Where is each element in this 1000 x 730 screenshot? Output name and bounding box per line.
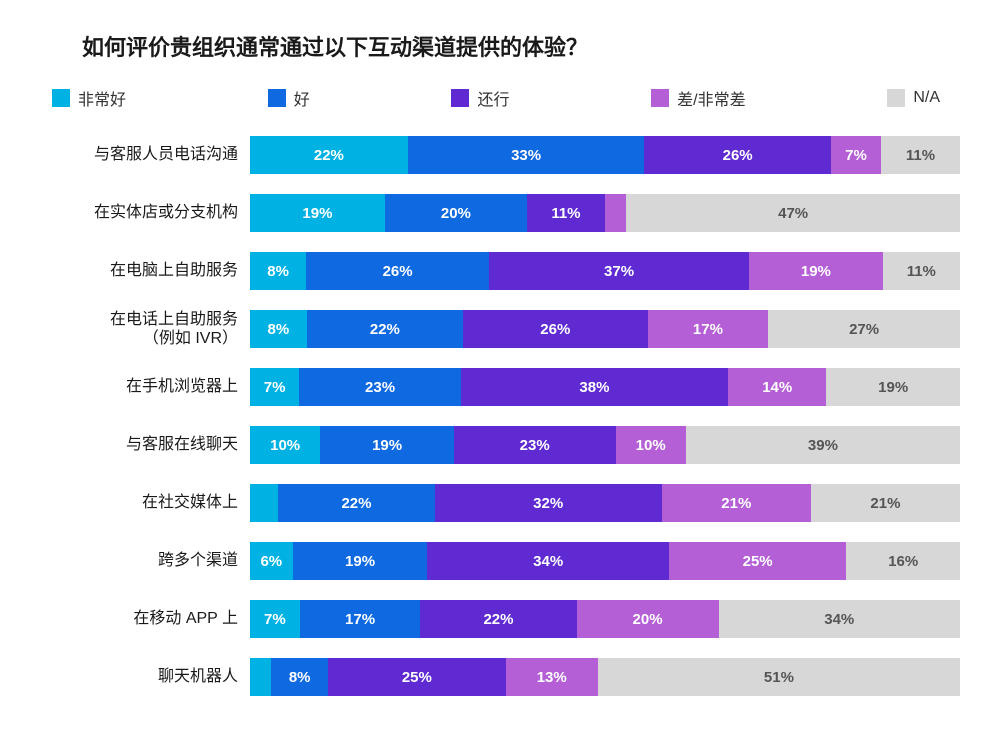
segment-ok: 34% bbox=[427, 542, 668, 580]
row-label: 跨多个渠道 bbox=[40, 551, 250, 570]
segment-na: 34% bbox=[719, 600, 960, 638]
segment-poor: 21% bbox=[662, 484, 811, 522]
bar-track: 7%17%22%20%34% bbox=[250, 600, 960, 638]
row-label: 与客服在线聊天 bbox=[40, 435, 250, 454]
segment-ok: 26% bbox=[463, 310, 648, 348]
segment-ok: 23% bbox=[454, 426, 616, 464]
chart-row: 与客服人员电话沟通22%33%26%7%11% bbox=[40, 128, 960, 182]
legend-label: 还行 bbox=[477, 86, 509, 110]
chart-row: 在移动 APP 上7%17%22%20%34% bbox=[40, 592, 960, 646]
bar-track: 19%20%11% 47% bbox=[250, 194, 960, 232]
segment-na: 51% bbox=[598, 658, 960, 696]
row-label: 聊天机器人 bbox=[40, 667, 250, 686]
segment-good: 19% bbox=[293, 542, 428, 580]
segment-poor: 20% bbox=[577, 600, 719, 638]
segment-ok: 22% bbox=[420, 600, 576, 638]
segment-poor: 10% bbox=[616, 426, 686, 464]
segment-excellent: 10% bbox=[250, 426, 320, 464]
segment-excellent: 8% bbox=[250, 252, 306, 290]
legend-item-excellent: 非常好 bbox=[52, 86, 126, 110]
legend-swatch bbox=[268, 89, 286, 107]
chart-title: 如何评价贵组织通常通过以下互动渠道提供的体验？ bbox=[82, 30, 960, 62]
legend-swatch bbox=[451, 89, 469, 107]
stacked-bar-chart: 与客服人员电话沟通22%33%26%7%11%在实体店或分支机构19%20%11… bbox=[40, 128, 960, 704]
segment-na: 27% bbox=[768, 310, 960, 348]
chart-row: 在电话上自助服务 （例如 IVR）8%22%26%17%27% bbox=[40, 302, 960, 356]
legend-item-na: N/A bbox=[887, 86, 940, 110]
chart-row: 在实体店或分支机构19%20%11% 47% bbox=[40, 186, 960, 240]
segment-na: 11% bbox=[883, 252, 960, 290]
segment-excellent: 6% bbox=[250, 542, 293, 580]
segment-good: 33% bbox=[408, 136, 645, 174]
segment-poor: 14% bbox=[728, 368, 826, 406]
segment-excellent: 8% bbox=[250, 310, 307, 348]
segment-good: 22% bbox=[307, 310, 463, 348]
bar-track: 22%33%26%7%11% bbox=[250, 136, 960, 174]
segment-ok: 26% bbox=[644, 136, 830, 174]
chart-row: 在手机浏览器上7%23%38%14%19% bbox=[40, 360, 960, 414]
segment-na: 16% bbox=[846, 542, 960, 580]
row-label: 在社交媒体上 bbox=[40, 493, 250, 512]
row-label: 在实体店或分支机构 bbox=[40, 203, 250, 222]
segment-excellent: 22% bbox=[250, 136, 408, 174]
segment-poor: 7% bbox=[831, 136, 881, 174]
segment-poor: 19% bbox=[749, 252, 883, 290]
bar-track: 8%25%13%51% bbox=[250, 658, 960, 696]
segment-ok: 11% bbox=[527, 194, 605, 232]
segment-poor: 25% bbox=[669, 542, 847, 580]
segment-good: 19% bbox=[320, 426, 454, 464]
segment-good: 20% bbox=[385, 194, 527, 232]
segment-excellent: 7% bbox=[250, 600, 300, 638]
segment-good: 22% bbox=[278, 484, 434, 522]
chart-row: 与客服在线聊天10%19%23%10%39% bbox=[40, 418, 960, 472]
segment-good: 17% bbox=[300, 600, 421, 638]
segment-ok: 25% bbox=[328, 658, 506, 696]
legend: 非常好 好 还行 差/非常差 N/A bbox=[40, 86, 960, 110]
segment-poor bbox=[605, 194, 626, 232]
segment-na: 11% bbox=[881, 136, 960, 174]
segment-excellent bbox=[250, 484, 278, 522]
segment-good: 26% bbox=[306, 252, 489, 290]
segment-ok: 32% bbox=[435, 484, 662, 522]
row-label: 在电话上自助服务 （例如 IVR） bbox=[40, 310, 250, 348]
segment-good: 23% bbox=[299, 368, 461, 406]
legend-swatch bbox=[887, 89, 905, 107]
legend-item-poor: 差/非常差 bbox=[651, 86, 745, 110]
chart-row: 跨多个渠道6%19%34%25%16% bbox=[40, 534, 960, 588]
bar-track: 6%19%34%25%16% bbox=[250, 542, 960, 580]
segment-poor: 13% bbox=[506, 658, 598, 696]
bar-track: 7%23%38%14%19% bbox=[250, 368, 960, 406]
segment-excellent bbox=[250, 658, 271, 696]
row-label: 与客服人员电话沟通 bbox=[40, 145, 250, 164]
legend-item-ok: 还行 bbox=[451, 86, 509, 110]
segment-poor: 17% bbox=[648, 310, 769, 348]
chart-row: 聊天机器人8%25%13%51% bbox=[40, 650, 960, 704]
legend-item-good: 好 bbox=[268, 86, 310, 110]
row-label: 在电脑上自助服务 bbox=[40, 261, 250, 280]
segment-excellent: 7% bbox=[250, 368, 299, 406]
legend-swatch bbox=[52, 89, 70, 107]
segment-na: 39% bbox=[686, 426, 960, 464]
segment-excellent: 19% bbox=[250, 194, 385, 232]
legend-label: 差/非常差 bbox=[677, 86, 745, 110]
bar-track: 8%22%26%17%27% bbox=[250, 310, 960, 348]
row-label: 在手机浏览器上 bbox=[40, 377, 250, 396]
legend-label: N/A bbox=[913, 89, 940, 107]
legend-label: 非常好 bbox=[78, 86, 126, 110]
segment-ok: 37% bbox=[489, 252, 749, 290]
row-label: 在移动 APP 上 bbox=[40, 609, 250, 628]
chart-row: 在社交媒体上22%32%21%21% bbox=[40, 476, 960, 530]
bar-track: 22%32%21%21% bbox=[250, 484, 960, 522]
segment-na: 47% bbox=[626, 194, 960, 232]
segment-good: 8% bbox=[271, 658, 328, 696]
segment-na: 21% bbox=[811, 484, 960, 522]
segment-ok: 38% bbox=[461, 368, 728, 406]
bar-track: 10%19%23%10%39% bbox=[250, 426, 960, 464]
legend-swatch bbox=[651, 89, 669, 107]
chart-row: 在电脑上自助服务8%26%37%19%11% bbox=[40, 244, 960, 298]
legend-label: 好 bbox=[294, 86, 310, 110]
bar-track: 8%26%37%19%11% bbox=[250, 252, 960, 290]
segment-na: 19% bbox=[826, 368, 960, 406]
